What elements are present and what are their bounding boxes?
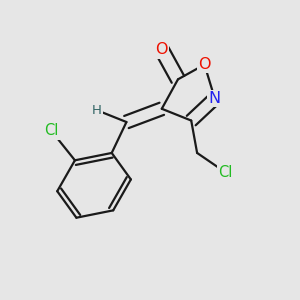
Text: H: H (92, 104, 102, 117)
Text: N: N (209, 91, 221, 106)
Text: O: O (198, 57, 211, 72)
Text: O: O (155, 42, 168, 57)
Text: Cl: Cl (44, 123, 58, 138)
Text: Cl: Cl (218, 165, 232, 180)
